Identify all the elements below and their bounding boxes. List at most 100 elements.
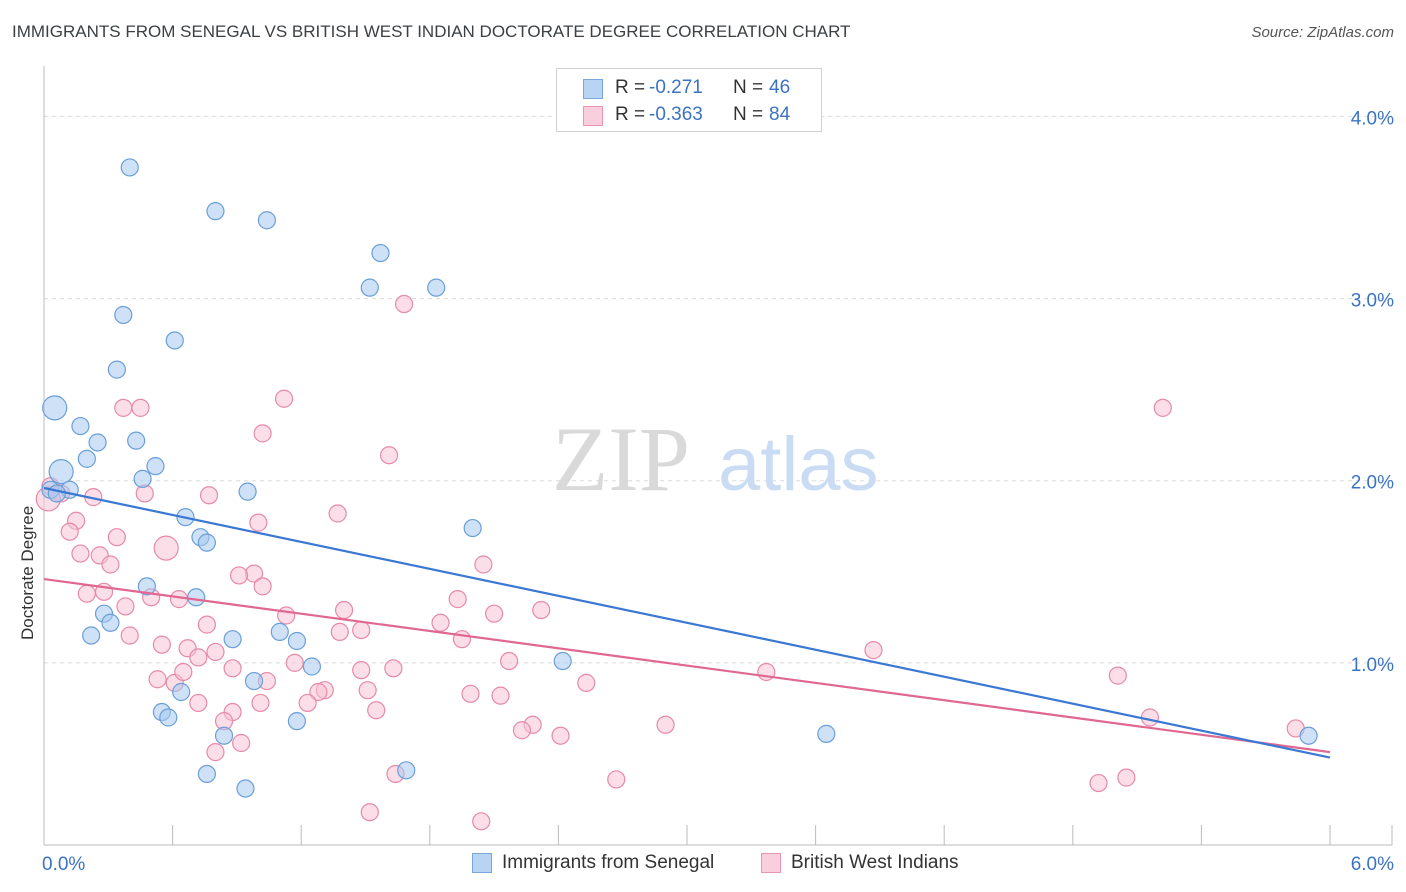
senegal-point-41 xyxy=(817,724,836,743)
british-west-indians-point-82 xyxy=(472,812,491,831)
senegal-point-25 xyxy=(137,577,156,596)
senegal-point-43 xyxy=(197,764,216,784)
british-west-indians-point-27 xyxy=(77,584,96,603)
senegal-point-32 xyxy=(287,631,307,651)
british-west-indians-point-36 xyxy=(485,604,504,623)
british-west-indians-point-81 xyxy=(360,803,379,822)
senegal-point-1 xyxy=(120,158,139,177)
senegal-point-5 xyxy=(360,278,379,297)
british-west-indians-point-78 xyxy=(607,770,626,789)
bottom-legend-label-british-west-indians: British West Indians xyxy=(791,852,959,873)
senegal-point-30 xyxy=(223,630,242,649)
zipatlas-watermark: ZIP atlas xyxy=(552,408,879,510)
british-west-indians-point-64 xyxy=(251,693,270,713)
y-tick-label-2: 2.0% xyxy=(1351,473,1394,494)
trend-line-british-west-indians xyxy=(43,577,1331,754)
british-west-indians-point-17 xyxy=(60,522,79,541)
legend-r-label: R = xyxy=(615,104,646,125)
senegal-point-46 xyxy=(47,484,66,503)
british-west-indians-point-66 xyxy=(367,701,386,720)
british-west-indians-point-76 xyxy=(206,743,225,762)
legend-r-value: -0.363 xyxy=(649,104,703,125)
senegal-point-6 xyxy=(427,278,446,297)
british-west-indians-point-31 xyxy=(448,590,467,609)
bottom-legend-label-senegal: Immigrants from Senegal xyxy=(502,852,715,873)
senegal-point-7 xyxy=(114,305,133,325)
senegal-point-10 xyxy=(42,395,68,421)
legend-n-value: 84 xyxy=(769,104,791,125)
british-west-indians-point-42 xyxy=(452,630,472,649)
senegal-point-39 xyxy=(287,712,307,731)
legend-n-label: N = xyxy=(733,77,764,98)
correlation-legend: R = -0.271 N = 46 R = -0.363 N = 84 xyxy=(556,68,822,132)
british-west-indians-point-79 xyxy=(1117,768,1136,787)
british-west-indians-point-22 xyxy=(474,555,493,574)
legend-r-value: -0.271 xyxy=(649,77,703,98)
axes xyxy=(43,66,1393,846)
british-west-indians-point-63 xyxy=(189,693,208,713)
british-west-indians-point-40 xyxy=(330,622,349,641)
legend-n-label: N = xyxy=(733,104,764,125)
bottom-legend-swatch-senegal xyxy=(472,853,492,873)
british-west-indians-point-75 xyxy=(232,733,251,753)
british-west-indians-point-45 xyxy=(206,642,225,662)
y-tick-label-1: 1.0% xyxy=(1351,655,1394,676)
british-west-indians-point-34 xyxy=(532,600,551,620)
senegal-point-22 xyxy=(463,518,482,538)
source-label: Source: ZipAtlas.com xyxy=(1251,24,1394,41)
y-tick-label-4: 4.0% xyxy=(1351,108,1394,129)
british-west-indians-point-69 xyxy=(656,715,675,734)
senegal-point-42 xyxy=(1299,726,1318,745)
british-west-indians-point-47 xyxy=(864,641,883,660)
senegal-point-20 xyxy=(238,482,257,501)
british-west-indians-point-62 xyxy=(491,686,510,705)
senegal-point-40 xyxy=(214,726,234,745)
senegal-point-16 xyxy=(48,459,74,485)
british-west-indians-point-41 xyxy=(120,626,139,645)
british-west-indians-point-19 xyxy=(153,535,179,561)
british-west-indians-point-26 xyxy=(253,577,272,596)
senegal-point-8 xyxy=(165,331,184,350)
british-west-indians-point-37 xyxy=(197,615,216,634)
legend-swatch-senegal xyxy=(583,79,603,99)
british-west-indians-point-33 xyxy=(334,600,354,620)
british-west-indians-point-7 xyxy=(1153,398,1172,417)
british-west-indians-point-20 xyxy=(71,544,90,563)
british-west-indians-point-25 xyxy=(229,566,249,585)
british-west-indians-point-23 xyxy=(101,555,120,574)
senegal-point-31 xyxy=(270,622,289,641)
british-west-indians-point-54 xyxy=(1108,666,1127,685)
senegal-point-29 xyxy=(82,626,101,645)
british-west-indians-point-80 xyxy=(1089,773,1108,793)
british-west-indians-point-14 xyxy=(328,504,347,523)
legend-r-label: R = xyxy=(615,77,646,98)
tick-labels: 1.0% 2.0% 3.0% 4.0% 0.0% 6.0% xyxy=(42,108,1394,875)
british-west-indians-point-83 xyxy=(174,662,193,682)
x-tick-label-min: 0.0% xyxy=(42,854,85,875)
y-tick-label-3: 3.0% xyxy=(1351,291,1394,312)
british-west-indians-point-84 xyxy=(358,681,377,700)
senegal-point-3 xyxy=(257,211,277,230)
senegal-point-24 xyxy=(197,533,216,552)
british-west-indians-point-71 xyxy=(512,721,532,740)
british-west-indians-point-32 xyxy=(116,597,135,616)
british-west-indians-point-39 xyxy=(352,620,371,640)
legend-swatch-british-west-indians xyxy=(583,106,603,126)
british-west-indians-point-12 xyxy=(199,486,219,505)
bottom-legend-swatch-british-west-indians xyxy=(761,853,781,873)
british-west-indians-point-46 xyxy=(189,648,208,667)
watermark-zip: ZIP xyxy=(552,408,690,510)
british-west-indians-point-49 xyxy=(500,651,519,671)
x-tick-label-max: 6.0% xyxy=(1351,854,1394,875)
y-axis-label: Doctorate Degree xyxy=(18,505,37,640)
british-west-indians-point-58 xyxy=(577,673,596,692)
grid-lines xyxy=(44,115,1392,664)
senegal-point-12 xyxy=(88,433,107,452)
british-west-indians-point-60 xyxy=(309,682,328,702)
senegal-point-36 xyxy=(172,682,191,702)
senegal-point-38 xyxy=(159,708,178,727)
british-west-indians-point-5 xyxy=(253,424,272,443)
british-west-indians-point-35 xyxy=(277,606,296,625)
british-west-indians-point-52 xyxy=(223,659,242,678)
british-west-indians-point-1 xyxy=(394,294,414,314)
